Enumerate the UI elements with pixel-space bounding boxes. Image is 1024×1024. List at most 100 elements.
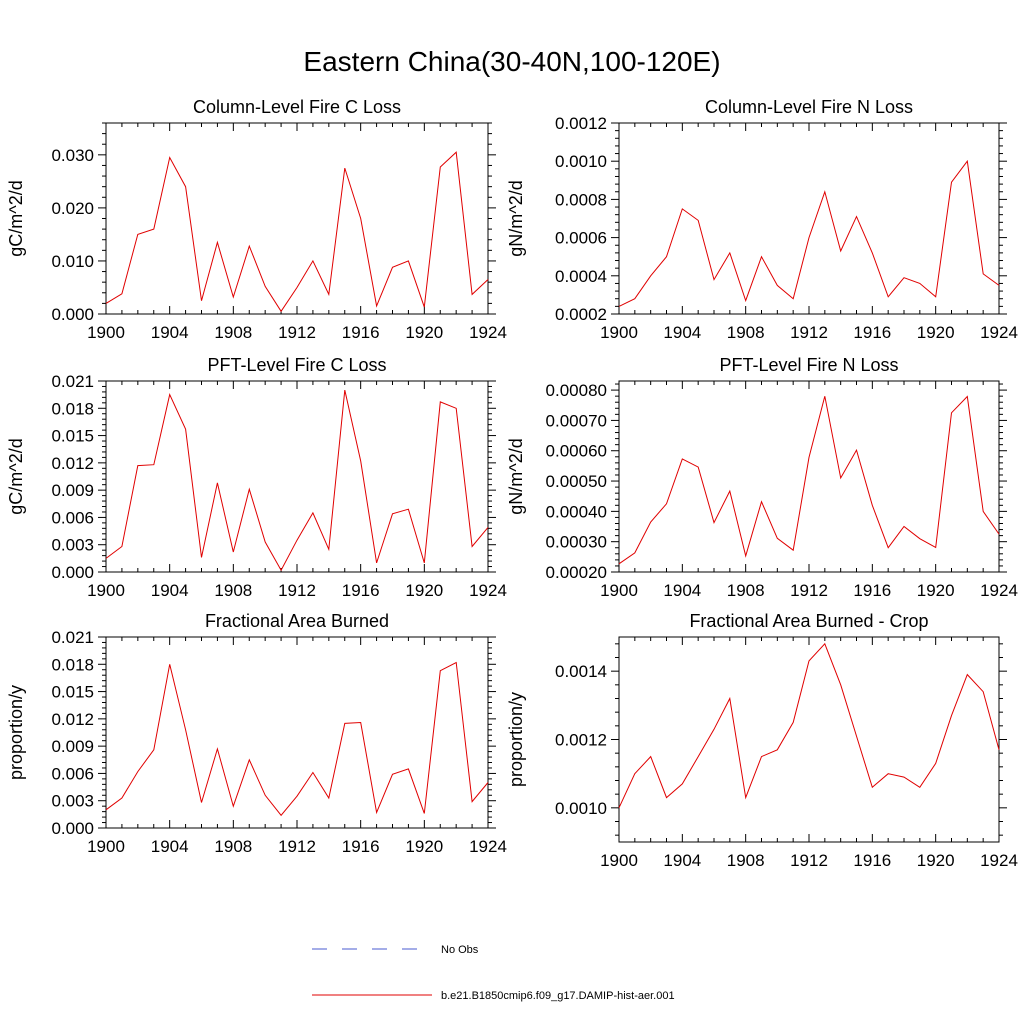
x-tick-label: 1916 xyxy=(853,581,891,600)
x-tick-label: 1924 xyxy=(469,581,507,600)
y-tick-label: 0.012 xyxy=(51,710,94,729)
y-tick-label: 0.015 xyxy=(51,683,94,702)
y-tick-label: 0.0012 xyxy=(555,731,607,750)
y-tick-label: 0.0002 xyxy=(555,305,607,324)
x-tick-label: 1908 xyxy=(727,323,765,342)
y-tick-label: 0.009 xyxy=(51,481,94,500)
y-tick-label: 0.006 xyxy=(51,508,94,527)
series-line xyxy=(105,389,489,572)
y-tick-label: 0.012 xyxy=(51,454,94,473)
y-tick-label: 0.018 xyxy=(51,655,94,674)
legend-label-no-obs: No Obs xyxy=(441,944,479,956)
x-tick-label: 1904 xyxy=(151,581,189,600)
figure-title: Eastern China(30-40N,100-120E) xyxy=(303,46,721,77)
x-tick-label: 1924 xyxy=(980,581,1018,600)
x-tick-label: 1908 xyxy=(214,323,252,342)
y-tick-label: 0.0006 xyxy=(555,229,607,248)
x-tick-label: 1912 xyxy=(278,323,316,342)
series-line xyxy=(618,642,1000,809)
legend-label-model: b.e21.B1850cmip6.f09_g17.DAMIP-hist-aer.… xyxy=(441,990,675,1002)
x-tick-label: 1920 xyxy=(405,581,443,600)
chart-panel-3: 1900 1904 1908 1912 1916 1920 1924 0.000 0.003 0.… xyxy=(6,355,507,600)
x-tick-label: 1912 xyxy=(790,581,828,600)
x-tick-label: 1900 xyxy=(87,837,125,856)
x-tick-label: 1912 xyxy=(278,581,316,600)
x-tick-label: 1900 xyxy=(87,323,125,342)
plot-frame xyxy=(105,122,489,315)
y-tick-label: 0.0014 xyxy=(555,662,607,681)
chart-title: Column-Level Fire C Loss xyxy=(193,97,401,117)
x-tick-label: 1916 xyxy=(342,581,380,600)
x-tick-label: 1900 xyxy=(600,581,638,600)
y-tick-label: 0.00030 xyxy=(546,533,607,552)
x-tick-label: 1920 xyxy=(917,581,955,600)
x-tick-label: 1916 xyxy=(342,837,380,856)
x-tick-label: 1920 xyxy=(405,837,443,856)
y-tick-label: 0.0004 xyxy=(555,267,607,286)
x-tick-label: 1900 xyxy=(600,851,638,870)
x-tick-label: 1908 xyxy=(727,581,765,600)
y-tick-label: 0.000 xyxy=(51,819,94,838)
plot-frame xyxy=(618,122,1000,315)
x-tick-label: 1904 xyxy=(151,323,189,342)
chart-panel-2: 1900 1904 1908 1912 1916 1920 1924 0.0002 0.0004… xyxy=(506,97,1018,342)
plot-frame xyxy=(618,636,1000,843)
series-line xyxy=(618,159,1000,307)
y-tick-label: 0.0010 xyxy=(555,152,607,171)
x-tick-label: 1916 xyxy=(342,323,380,342)
y-tick-label: 0.00080 xyxy=(546,381,607,400)
y-axis-label: gN/m^2/d xyxy=(506,438,526,514)
y-axis-label: gC/m^2/d xyxy=(6,180,26,256)
x-tick-label: 1920 xyxy=(917,851,955,870)
x-tick-label: 1900 xyxy=(600,323,638,342)
x-tick-label: 1916 xyxy=(853,851,891,870)
x-tick-label: 1924 xyxy=(469,323,507,342)
x-tick-label: 1908 xyxy=(727,851,765,870)
y-tick-label: 0.000 xyxy=(51,305,94,324)
x-tick-label: 1924 xyxy=(980,323,1018,342)
y-tick-label: 0.00040 xyxy=(546,502,607,521)
x-tick-label: 1904 xyxy=(663,851,701,870)
y-axis-label: proportion/y xyxy=(506,692,526,787)
chart-panel-4: 1900 1904 1908 1912 1916 1920 1924 0.00020 0.000… xyxy=(506,355,1018,600)
y-tick-label: 0.00060 xyxy=(546,442,607,461)
chart-panel-6: 1900 1904 1908 1912 1916 1920 1924 0.0010 0.0012… xyxy=(506,611,1018,870)
y-tick-label: 0.0008 xyxy=(555,190,607,209)
chart-title: Fractional Area Burned xyxy=(205,611,389,631)
y-tick-label: 0.0012 xyxy=(555,114,607,133)
chart-panel-5: 1900 1904 1908 1912 1916 1920 1924 0.000 0.003 0.… xyxy=(6,611,507,856)
plot-frame xyxy=(105,636,489,829)
series-line xyxy=(618,395,1000,565)
x-tick-label: 1924 xyxy=(469,837,507,856)
chart-panel-1: 1900 1904 1908 1912 1916 1920 1924 0.000 0.010 0.… xyxy=(6,97,507,342)
x-tick-label: 1912 xyxy=(790,851,828,870)
x-tick-label: 1912 xyxy=(278,837,316,856)
y-tick-label: 0.003 xyxy=(51,536,94,555)
y-axis-label: gN/m^2/d xyxy=(506,180,526,256)
x-tick-label: 1904 xyxy=(151,837,189,856)
x-tick-label: 1908 xyxy=(214,581,252,600)
y-tick-label: 0.00070 xyxy=(546,411,607,430)
y-tick-label: 0.021 xyxy=(51,628,94,647)
y-tick-label: 0.006 xyxy=(51,764,94,783)
y-tick-label: 0.010 xyxy=(51,252,94,271)
y-tick-label: 0.018 xyxy=(51,399,94,418)
x-tick-label: 1916 xyxy=(853,323,891,342)
chart-title: Column-Level Fire N Loss xyxy=(705,97,913,117)
y-tick-label: 0.00050 xyxy=(546,472,607,491)
legend: No Obs b.e21.B1850cmip6.f09_g17.DAMIP-hi… xyxy=(312,944,675,1002)
chart-title: PFT-Level Fire C Loss xyxy=(207,355,386,375)
series-line xyxy=(105,151,489,313)
x-tick-label: 1924 xyxy=(980,851,1018,870)
plot-frame xyxy=(105,380,489,573)
y-tick-label: 0.003 xyxy=(51,792,94,811)
chart-title: Fractional Area Burned - Crop xyxy=(689,611,928,631)
x-tick-label: 1908 xyxy=(214,837,252,856)
x-tick-label: 1904 xyxy=(663,581,701,600)
chart-title: PFT-Level Fire N Loss xyxy=(719,355,898,375)
y-tick-label: 0.030 xyxy=(51,146,94,165)
y-tick-label: 0.0010 xyxy=(555,799,607,818)
x-tick-label: 1912 xyxy=(790,323,828,342)
y-tick-label: 0.009 xyxy=(51,737,94,756)
